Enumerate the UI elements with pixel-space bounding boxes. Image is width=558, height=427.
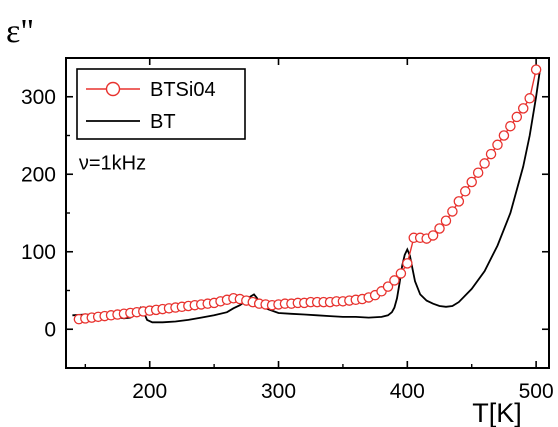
y-tick-label: 100 (21, 241, 56, 264)
data-point-btsi04 (466, 176, 477, 188)
x-axis-label: T[K] (472, 398, 522, 427)
x-tick-label: 300 (261, 380, 296, 403)
data-point-btsi04 (517, 103, 529, 114)
data-point-btsi04 (453, 196, 465, 207)
series-line-bt (72, 69, 541, 324)
frequency-annotation: ν=1kHz (79, 153, 146, 175)
axes: 200 300 400 500 0 100 200 300 (21, 57, 554, 403)
data-point-btsi04 (505, 120, 516, 132)
legend: BTSi04 BT (76, 68, 246, 140)
data-point-btsi04 (434, 223, 445, 234)
data-point-btsi04 (530, 64, 542, 75)
data-point-btsi04 (440, 215, 452, 226)
y-tick-label: 0 (44, 318, 56, 341)
data-point-btsi04 (524, 93, 535, 104)
y-tick-label: 300 (21, 86, 56, 109)
data-point-btsi04 (479, 158, 490, 169)
legend-box (76, 68, 246, 140)
data-point-btsi04 (511, 111, 523, 123)
data-point-btsi04 (498, 130, 510, 141)
plot-series (72, 64, 542, 325)
data-point-btsi04 (472, 167, 484, 178)
y-axis-label: ε" (6, 13, 34, 50)
x-tick-label: 200 (132, 380, 167, 403)
data-point-btsi04 (389, 275, 400, 286)
x-tick-label: 400 (390, 380, 425, 403)
data-point-btsi04 (485, 148, 497, 160)
data-point-btsi04 (427, 230, 439, 241)
data-point-btsi04 (382, 281, 394, 292)
legend-marker-btsi04 (105, 81, 121, 97)
chart-text: ε" T[K] ν=1kHz (6, 13, 522, 427)
data-point-btsi04 (447, 206, 458, 217)
x-tick-label: 500 (519, 380, 554, 403)
data-point-btsi04 (402, 258, 413, 269)
data-point-btsi04 (492, 139, 503, 151)
data-point-btsi04 (395, 268, 407, 279)
legend-label-bt: BT (150, 111, 176, 133)
y-tick-label: 200 (21, 163, 56, 186)
legend-label-btsi04: BTSi04 (150, 79, 216, 101)
data-point-btsi04 (460, 186, 471, 197)
